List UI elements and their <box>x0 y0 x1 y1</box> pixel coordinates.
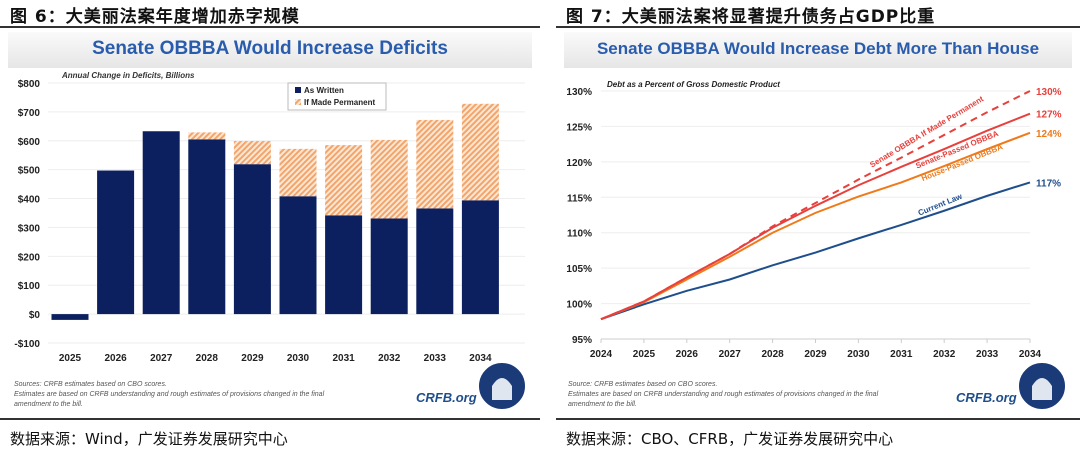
capitol-dome-icon <box>492 378 512 386</box>
capitol-icon <box>492 386 512 400</box>
legend-box <box>287 82 387 111</box>
x-tick-label: 2034 <box>469 353 492 364</box>
bar-if-made-permanent <box>233 141 271 165</box>
legend-swatch <box>295 87 301 93</box>
x-tick-label: 2025 <box>633 349 656 360</box>
figure-7-header: 图 7：大美丽法案将显著提升债务占GDP比重 <box>566 7 936 27</box>
bar-as-written <box>325 215 363 315</box>
x-tick-label: 2024 <box>590 349 613 360</box>
footer-divider-left <box>0 418 540 420</box>
bar-if-made-permanent <box>461 103 499 201</box>
source-note: amendment to the bill. <box>14 401 83 408</box>
deficit-bar-chart: Senate OBBBA Would Increase Deficits Sour… <box>8 32 532 411</box>
end-value-label: 127% <box>1036 110 1062 121</box>
x-tick-label: 2028 <box>196 353 219 364</box>
source-note: Estimates are based on CRFB understandin… <box>14 391 325 398</box>
bar-if-made-permanent <box>279 148 317 197</box>
bar-if-made-permanent <box>416 119 454 209</box>
series-line-current-law <box>600 181 1031 321</box>
x-tick-label: 2034 <box>1019 349 1042 360</box>
end-value-label: 130% <box>1036 87 1062 98</box>
debt-line-chart: Senate OBBBA Would Increase Debt More Th… <box>564 32 1072 411</box>
x-tick-label: 2026 <box>104 353 127 364</box>
x-tick-label: 2025 <box>59 353 82 364</box>
bar-as-written <box>188 139 226 315</box>
y-tick-label: 95% <box>572 335 592 346</box>
x-tick-label: 2027 <box>719 349 742 360</box>
x-tick-label: 2033 <box>424 353 447 364</box>
y-tick-label: $500 <box>18 166 41 177</box>
header-divider-right <box>556 26 1080 28</box>
x-tick-label: 2029 <box>241 353 264 364</box>
y-tick-label: 105% <box>566 264 592 275</box>
x-tick-label: 2027 <box>150 353 173 364</box>
capitol-icon <box>1032 386 1052 400</box>
title-band <box>8 32 532 68</box>
y-tick-label: 125% <box>566 122 592 133</box>
legend-swatch <box>295 99 301 105</box>
series-line-senate-obbba-if-made-permanent <box>600 90 1031 321</box>
y-tick-label: $700 <box>18 108 41 119</box>
x-tick-label: 2029 <box>804 349 827 360</box>
y-tick-label: $200 <box>18 252 41 263</box>
y-tick-label: $600 <box>18 137 41 148</box>
x-tick-label: 2030 <box>847 349 870 360</box>
end-value-label: 117% <box>1036 178 1061 189</box>
y-tick-label: $300 <box>18 223 41 234</box>
bar-as-written <box>233 164 271 315</box>
y-tick-label: $400 <box>18 195 41 206</box>
x-tick-label: 2033 <box>976 349 999 360</box>
footer-divider-right <box>556 418 1080 420</box>
legend-label: If Made Permanent <box>304 98 375 107</box>
chart-title: Senate OBBBA Would Increase Debt More Th… <box>597 39 1039 58</box>
bar-if-made-permanent <box>370 139 408 219</box>
bar-if-made-permanent <box>188 132 226 140</box>
x-tick-label: 2026 <box>676 349 699 360</box>
y-tick-label: -$100 <box>14 339 40 350</box>
bar-as-written <box>97 170 135 315</box>
legend-label: As Written <box>304 86 344 95</box>
series-label: Current Law <box>917 191 964 217</box>
x-tick-label: 2030 <box>287 353 310 364</box>
bar-as-written <box>416 208 454 315</box>
end-value-label: 124% <box>1036 129 1062 140</box>
chart-subtitle: Debt as a Percent of Gross Domestic Prod… <box>607 80 780 89</box>
source-note: Source: CRFB estimates based on CBO scor… <box>568 381 717 388</box>
figure-6-header: 图 6：大美丽法案年度增加赤字规模 <box>10 7 300 27</box>
chart-subtitle: Annual Change in Deficits, Billions <box>61 71 195 80</box>
y-tick-label: $800 <box>18 79 41 90</box>
x-tick-label: 2028 <box>761 349 784 360</box>
y-tick-label: 110% <box>567 229 592 240</box>
figure-6-source: 数据来源：Wind，广发证券发展研究中心 <box>10 430 288 448</box>
bar-as-written <box>279 196 317 315</box>
title-band <box>564 32 1072 68</box>
figure-7-source: 数据来源：CBO、CFRB，广发证券发展研究中心 <box>566 430 894 448</box>
crfb-brand: CRFB.org <box>956 390 1017 405</box>
series-line-house-passed-obbba <box>600 131 1031 321</box>
header-divider-left <box>0 26 540 28</box>
bar-as-written <box>370 218 408 315</box>
x-tick-label: 2032 <box>378 353 401 364</box>
series-line-senate-passed-obbba <box>600 112 1031 321</box>
bar-as-written <box>142 131 180 315</box>
bar-as-written <box>51 314 89 320</box>
y-tick-label: 120% <box>566 158 592 169</box>
source-note: Estimates are based on CRFB understandin… <box>568 391 879 398</box>
y-tick-label: $0 <box>29 310 41 321</box>
y-tick-label: 130% <box>566 87 592 98</box>
source-note: amendment to the bill. <box>568 401 637 408</box>
y-tick-label: $100 <box>18 281 41 292</box>
bar-as-written <box>461 200 499 315</box>
capitol-dome-icon <box>1032 378 1052 386</box>
x-tick-label: 2032 <box>933 349 956 360</box>
x-tick-label: 2031 <box>890 349 913 360</box>
y-tick-label: 100% <box>566 300 592 311</box>
y-tick-label: 115% <box>567 193 592 204</box>
chart-title: Senate OBBBA Would Increase Deficits <box>92 38 448 59</box>
source-note: Sources: CRFB estimates based on CBO sco… <box>14 381 167 388</box>
bar-if-made-permanent <box>325 145 363 216</box>
x-tick-label: 2031 <box>332 353 355 364</box>
crfb-brand: CRFB.org <box>416 390 477 405</box>
